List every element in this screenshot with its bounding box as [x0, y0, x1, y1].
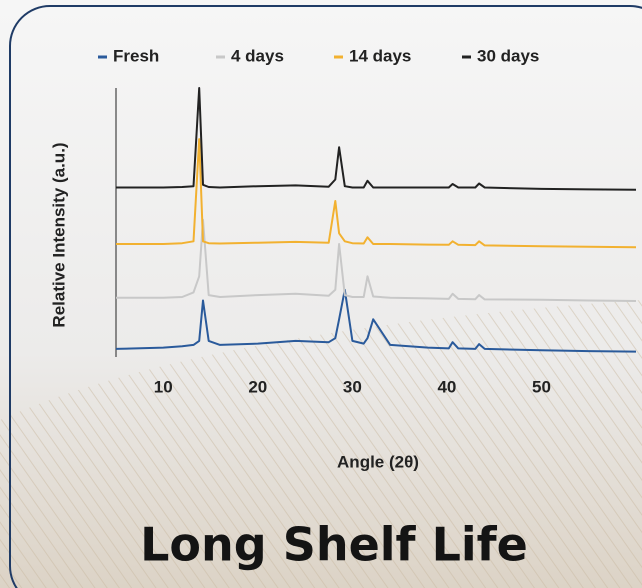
- x-tick-label: 30: [343, 377, 362, 396]
- x-tick-label: 50: [532, 377, 551, 396]
- x-tick-label: 10: [154, 377, 173, 396]
- heading: Long Shelf Life: [140, 518, 528, 572]
- y-axis-label: Relative Intensity (a.u.): [49, 142, 68, 327]
- series-line: [115, 288, 637, 353]
- x-tick-label: 40: [437, 377, 456, 396]
- series-line: [116, 138, 637, 249]
- x-axis-label: Angle (2θ): [337, 452, 419, 471]
- panel-texture: [0, 300, 642, 588]
- legend-label: 30 days: [477, 46, 539, 65]
- legend-label: 14 days: [349, 46, 411, 65]
- series-line: [116, 218, 637, 302]
- series-line: [116, 87, 637, 191]
- legend-label: 4 days: [231, 46, 284, 65]
- legend-label: Fresh: [113, 46, 159, 65]
- x-tick-label: 20: [248, 377, 267, 396]
- card-border: [9, 5, 642, 588]
